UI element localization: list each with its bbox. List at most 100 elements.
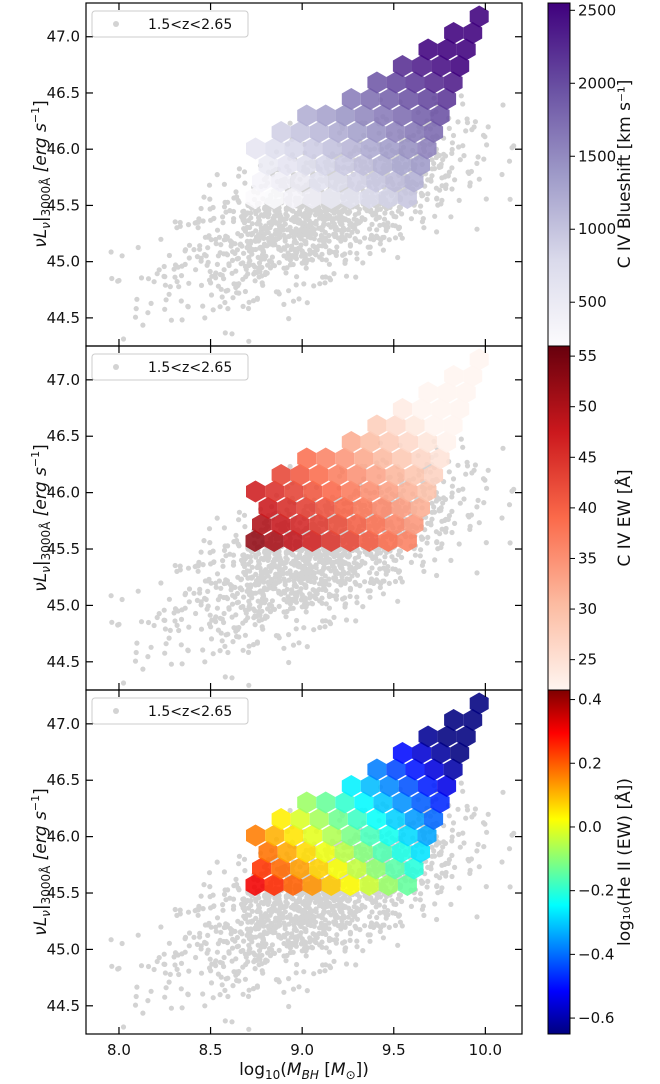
scatter-point [273, 977, 279, 983]
scatter-point [205, 947, 211, 953]
scatter-point [178, 298, 184, 304]
hexbin [373, 447, 393, 470]
hexbin [271, 170, 291, 193]
scatter-point [223, 938, 229, 945]
y-tick-label: 46.0 [47, 140, 80, 158]
scatter-point [265, 950, 271, 956]
scatter-point [456, 487, 462, 493]
hexbin [347, 121, 367, 143]
hexbin [456, 381, 476, 404]
colorbar-tick-label: −0.4 [578, 945, 614, 963]
hexbin [412, 398, 432, 420]
scatter-point [323, 257, 329, 263]
scatter-point [308, 909, 314, 915]
scatter-point [367, 250, 373, 257]
scatter-point [172, 219, 178, 225]
scatter-point [344, 897, 350, 903]
scatter-point [198, 282, 205, 288]
scatter-point [145, 654, 151, 660]
scatter-point [225, 543, 231, 549]
scatter-point [208, 636, 215, 642]
scatter-point [461, 840, 467, 846]
scatter-point [198, 943, 204, 949]
scatter-point [509, 832, 515, 838]
scatter-point [349, 917, 355, 923]
scatter-point [318, 576, 324, 582]
scatter-point [374, 227, 380, 233]
scatter-point [275, 552, 281, 558]
hexbin [283, 530, 303, 552]
scatter-point [230, 983, 236, 989]
scatter-point [362, 893, 368, 899]
hexbin [397, 874, 417, 896]
scatter-point [525, 142, 530, 147]
scatter-point [323, 601, 329, 607]
scatter-point [263, 227, 269, 233]
scatter-point [230, 208, 237, 215]
scatter-point [506, 846, 513, 852]
scatter-point [509, 145, 515, 151]
hexbin [252, 857, 272, 880]
scatter-point [145, 619, 152, 626]
scatter-point [467, 870, 473, 877]
scatter-point [223, 553, 229, 559]
scatter-point [291, 598, 297, 604]
scatter-point [313, 245, 319, 251]
scatter-point [214, 515, 220, 521]
scatter-point [432, 901, 438, 907]
scatter-point [308, 221, 314, 227]
scatter-point [308, 565, 314, 571]
scatter-point [374, 914, 380, 921]
scatter-point [373, 904, 379, 910]
hexbin [411, 791, 431, 814]
scatter-point [289, 207, 295, 213]
scatter-point [162, 650, 168, 656]
scatter-point [179, 1005, 185, 1011]
scatter-point [195, 225, 201, 231]
scatter-point [220, 214, 226, 220]
hexbin [290, 808, 310, 830]
scatter-point [385, 908, 391, 914]
scatter-point [221, 181, 227, 187]
hexbin [385, 170, 405, 193]
hexbin [245, 530, 265, 552]
scatter-point [177, 907, 183, 913]
y-tick-label: 45.0 [47, 253, 80, 271]
scatter-point [303, 948, 309, 954]
scatter-point [178, 616, 185, 623]
scatter-point [292, 936, 298, 942]
scatter-point [253, 590, 259, 596]
scatter-point [245, 554, 251, 560]
scatter-point [419, 906, 425, 912]
scatter-point [326, 261, 332, 267]
y-axis-label: νLν|3000Å [erg s−1] [29, 444, 53, 592]
colorbar-tick-label: 25 [578, 651, 597, 669]
scatter-point [287, 120, 293, 126]
scatter-point [168, 661, 174, 667]
hexbin [354, 791, 374, 814]
scatter-point [182, 934, 189, 941]
scatter-point [482, 477, 488, 483]
scatter-point [225, 975, 231, 981]
scatter-point [323, 925, 329, 931]
hexbin [373, 104, 393, 127]
scatter-point [235, 541, 241, 547]
colorbar-label-middle: C IV EW [Å] [613, 469, 635, 566]
scatter-point [162, 970, 168, 976]
scatter-point [368, 234, 375, 240]
scatter-point [156, 267, 162, 273]
scatter-point [202, 315, 208, 321]
scatter-point [331, 958, 337, 965]
scatter-point [326, 909, 332, 915]
scatter-point [151, 622, 157, 629]
scatter-point [186, 968, 192, 974]
scatter-point [223, 594, 229, 601]
scatter-point [225, 887, 231, 893]
scatter-point [296, 572, 302, 578]
panel-middle: 44.545.045.546.046.547.0 1.5<z<2.65 νLν|… [29, 345, 635, 691]
scatter-point [421, 225, 427, 231]
scatter-point [303, 604, 309, 610]
scatter-point [246, 262, 252, 269]
